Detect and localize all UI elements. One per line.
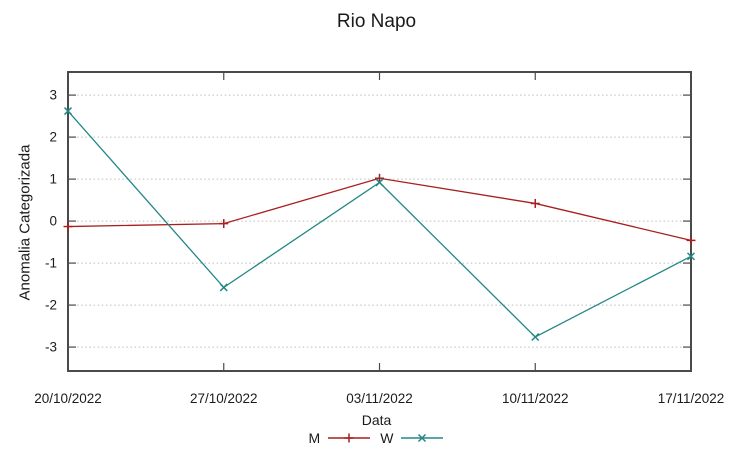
y-tick-label: -2	[45, 298, 57, 313]
legend-line-sample-m	[328, 433, 371, 443]
x-tick-label: 20/10/2022	[34, 391, 102, 406]
x-axis-title: Data	[361, 412, 392, 428]
chart-title: Rio Napo	[336, 11, 417, 32]
legend-item-label-w: W	[380, 430, 394, 446]
legend: M W	[0, 430, 753, 446]
x-tick-label: 03/11/2022	[346, 391, 413, 406]
legend-item-label-m: M	[308, 430, 321, 446]
series-line-w	[67, 110, 692, 338]
legend-cross-icon	[418, 433, 427, 443]
series-marker-cross-icon	[686, 252, 696, 261]
y-tick-label: -1	[45, 256, 57, 271]
plot-border	[67, 71, 692, 372]
legend-line-sample-w	[401, 433, 444, 443]
y-tick-label: 2	[49, 130, 57, 145]
series-marker-cross-icon	[375, 178, 384, 187]
y-tick-label: 1	[49, 172, 57, 187]
x-tick-label: 27/10/2022	[190, 391, 258, 406]
legend-item-m: M	[309, 430, 372, 446]
y-tick-label: 3	[49, 88, 57, 103]
y-tick-label: 0	[49, 214, 57, 229]
series-marker-cross-icon	[531, 332, 540, 342]
series-marker-cross-icon	[63, 107, 73, 116]
y-tick-label: -3	[45, 340, 57, 355]
x-tick-label: 10/11/2022	[502, 391, 569, 406]
series-marker-cross-icon	[219, 283, 228, 292]
series-line-m	[67, 177, 692, 242]
x-tick-label: 17/11/2022	[658, 391, 725, 406]
legend-item-w: W	[380, 430, 444, 446]
